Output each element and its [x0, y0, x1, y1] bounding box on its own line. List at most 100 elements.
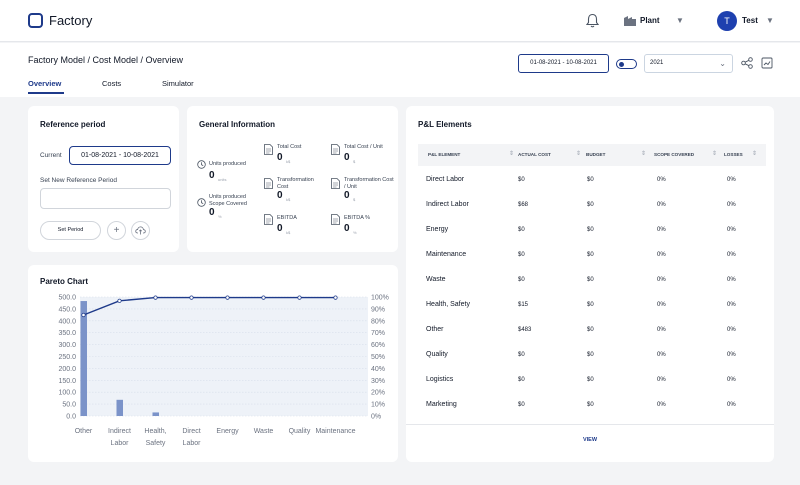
transformation-cost-label: Transformation Cost	[277, 177, 314, 190]
table-row-label: Other	[426, 326, 444, 333]
table-cell: 0%	[727, 377, 736, 383]
transformation-cost-unit-value: 0	[344, 190, 350, 201]
share-icon[interactable]	[741, 57, 753, 69]
y2-tick-label: 80%	[371, 318, 385, 325]
ebitda-label: EBITDA	[277, 215, 297, 221]
y-tick-label: 200.0	[58, 366, 76, 373]
units-scope-unit: %	[218, 214, 222, 219]
table-cell: $0	[587, 402, 594, 408]
current-period-field[interactable]: 01-08-2021 - 10-08-2021	[69, 146, 171, 165]
table-cell: 0%	[657, 327, 666, 333]
add-button[interactable]: +	[107, 221, 126, 240]
column-header-budget[interactable]: BUDGET	[586, 152, 606, 157]
document-icon	[331, 178, 340, 189]
total-cost-unit-unit: $	[353, 159, 356, 164]
x-tick-label: Other	[75, 428, 93, 435]
y2-tick-label: 10%	[371, 402, 385, 409]
table-row-label: Quality	[426, 351, 448, 358]
table-row-label: Waste	[426, 276, 446, 283]
table-row-label: Energy	[426, 226, 449, 233]
column-header-element[interactable]: P&L ELEMENT	[428, 152, 461, 157]
units-produced-value: 0	[209, 170, 215, 181]
table-cell: 0%	[727, 402, 736, 408]
table-row-label: Maintenance	[426, 251, 467, 258]
total-cost-unit-value: 0	[344, 152, 350, 163]
reference-period-title: Reference period	[40, 120, 106, 129]
sort-icon[interactable]: ⇕	[752, 151, 758, 157]
y2-tick-label: 40%	[371, 366, 385, 373]
table-cell: 0%	[657, 402, 666, 408]
table-cell: 0%	[727, 352, 736, 358]
total-cost-value: 0	[277, 152, 283, 163]
year-select[interactable]: 2021 ⌄	[644, 54, 733, 73]
x-tick-label: Maintenance	[315, 428, 355, 435]
general-information-title: General Information	[199, 120, 276, 129]
plant-selector[interactable]: Plant	[640, 16, 660, 25]
total-cost-unit: k$	[286, 159, 291, 164]
tab-simulator[interactable]: Simulator	[162, 79, 194, 88]
bar	[80, 301, 87, 416]
table-cell: $0	[518, 277, 525, 283]
x-tick-label: Energy	[216, 428, 239, 435]
table-cell: $0	[587, 277, 594, 283]
tab-costs[interactable]: Costs	[102, 79, 122, 88]
sort-icon[interactable]: ⇕	[641, 151, 647, 157]
table-cell: 0%	[727, 277, 736, 283]
table-cell: $483	[518, 327, 532, 333]
x-tick-label: Labor	[111, 440, 130, 447]
sort-icon[interactable]: ⇕	[509, 151, 515, 157]
sort-icon[interactable]: ⇕	[576, 151, 582, 157]
column-header-losses[interactable]: LOSSES	[724, 152, 743, 157]
ebitda-pct-unit: %	[353, 230, 357, 235]
toggle-switch[interactable]	[616, 59, 637, 69]
pl-elements-title: P&L Elements	[418, 120, 472, 129]
y-tick-label: 450.0	[58, 306, 76, 313]
ebitda-pct-label: EBITDA %	[344, 215, 370, 221]
cumulative-point	[225, 295, 230, 300]
sort-icon[interactable]: ⇕	[712, 151, 718, 157]
chevron-down-icon[interactable]: ▼	[766, 16, 774, 25]
column-header-actual-cost[interactable]: ACTUAL COST	[518, 152, 551, 157]
cumulative-point	[117, 298, 122, 303]
table-cell: $0	[587, 252, 594, 258]
table-row-label: Direct Labor	[426, 176, 465, 183]
pareto-chart-card: Pareto Chart 0.0 0% 50.0 10% 100.0 20% 150.0 30…	[28, 265, 398, 462]
table-cell: 0%	[657, 302, 666, 308]
clock-icon	[197, 198, 206, 207]
y2-tick-label: 50%	[371, 354, 385, 361]
x-tick-label: Labor	[183, 440, 202, 447]
ebitda-pct-value: 0	[344, 223, 350, 234]
table-cell: $0	[518, 227, 525, 233]
reference-period-card: Reference period Current 01-08-2021 - 10…	[28, 106, 179, 252]
cloud-upload-icon	[135, 226, 146, 235]
export-icon[interactable]	[761, 57, 773, 69]
chevron-down-icon[interactable]: ▼	[676, 16, 684, 25]
table-row-label: Marketing	[426, 401, 457, 408]
date-range-picker[interactable]: 01-08-2021 - 10-08-2021	[518, 54, 609, 73]
y2-tick-label: 90%	[371, 306, 385, 313]
factory-logo-icon[interactable]	[28, 13, 43, 28]
tab-overview[interactable]: Overview	[28, 79, 62, 88]
ebitda-unit: k$	[286, 230, 291, 235]
app-title[interactable]: Factory	[49, 13, 93, 28]
new-period-input[interactable]	[40, 188, 171, 209]
y2-tick-label: 0%	[371, 414, 381, 421]
table-cell: 0%	[657, 352, 666, 358]
document-icon	[331, 144, 340, 155]
column-header-scope-covered[interactable]: SCOPE COVERED	[654, 152, 695, 157]
transformation-cost-unit-unit: $	[353, 197, 356, 202]
table-cell: $0	[518, 352, 525, 358]
general-information-card: General Information Units produced 0 uni…	[187, 106, 398, 252]
view-link[interactable]: VIEW	[582, 437, 598, 443]
chevron-down-icon: ⌄	[719, 59, 726, 68]
table-cell: 0%	[657, 177, 666, 183]
set-period-button[interactable]: Set Period	[40, 221, 101, 240]
table-cell: $0	[518, 402, 525, 408]
bell-icon[interactable]	[586, 13, 599, 28]
document-icon	[264, 144, 273, 155]
pl-table-header: P&L ELEMENT ⇕ ACTUAL COST ⇕ BUDGET ⇕ SCO…	[418, 144, 766, 166]
avatar[interactable]: T	[717, 11, 737, 31]
cloud-upload-button[interactable]	[131, 221, 150, 240]
user-name[interactable]: Test	[742, 16, 758, 25]
transformation-cost-unit-label: Transformation Cost / Unit	[344, 177, 394, 190]
